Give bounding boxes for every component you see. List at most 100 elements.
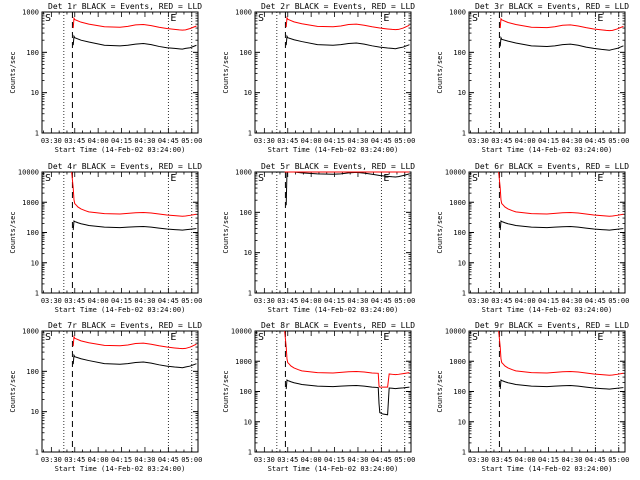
y-tick-label: 1000: [235, 9, 252, 17]
x-tick-label: 05:00: [608, 297, 629, 305]
series-lld-line: [72, 334, 197, 350]
x-tick-label: 03:30: [254, 297, 275, 305]
y-axis-label: Counts/sec: [222, 211, 230, 253]
corner-label-end: E: [170, 13, 176, 24]
y-tick-label: 1: [248, 130, 252, 138]
corner-label-start: S: [45, 332, 51, 343]
x-tick-label: 04:45: [585, 137, 606, 145]
x-tick-label: 04:00: [301, 456, 322, 464]
x-tick-label: 05:00: [181, 137, 202, 145]
x-axis-label: Start Time (14-Feb-02 03:24:00): [268, 306, 399, 314]
x-tick-label: 03:45: [491, 456, 512, 464]
x-axis-label: Start Time (14-Feb-02 03:24:00): [482, 146, 613, 154]
plot-frame: [254, 11, 412, 134]
y-tick-label: 10: [31, 89, 39, 97]
x-tick-label: 04:45: [371, 137, 392, 145]
x-tick-label: 03:30: [468, 456, 489, 464]
panel-title: Det 5r BLACK = Events, RED = LLD: [261, 162, 415, 171]
corner-label-start: S: [472, 332, 478, 343]
corner-label-start: S: [472, 13, 478, 24]
panel-title: Det 8r BLACK = Events, RED = LLD: [261, 321, 415, 330]
y-tick-label: 100: [239, 209, 252, 217]
y-tick-label: 1: [462, 130, 466, 138]
x-tick-label: 03:45: [491, 137, 512, 145]
x-tick-label: 04:30: [561, 297, 582, 305]
x-tick-label: 04:00: [88, 137, 109, 145]
y-tick-label: 1000: [235, 358, 252, 366]
x-tick-label: 05:00: [181, 297, 202, 305]
plot-frame: [41, 171, 199, 294]
plot-frame: [41, 11, 199, 134]
series-events-line: [285, 34, 410, 50]
series-events-line: [499, 35, 624, 51]
x-axis-label: Start Time (14-Feb-02 03:24:00): [55, 465, 186, 473]
y-tick-label: 1: [462, 449, 466, 457]
y-tick-label: 100: [453, 388, 466, 396]
y-tick-label: 1: [35, 290, 39, 298]
panel-det-1: Det 1r BLACK = Events, RED = LLD 1 10 100 10…: [9, 2, 202, 154]
x-tick-label: 05:00: [608, 137, 629, 145]
y-tick-label: 10: [458, 89, 466, 97]
y-tick-label: 10000: [18, 169, 39, 177]
corner-label-start: S: [258, 332, 264, 343]
y-tick-label: 100: [26, 49, 39, 57]
x-tick-label: 04:00: [88, 297, 109, 305]
series-lld-line: [498, 171, 624, 217]
x-tick-label: 04:45: [371, 297, 392, 305]
corner-label-start: S: [258, 173, 264, 184]
x-tick-label: 04:30: [561, 456, 582, 464]
corner-label-start: S: [45, 13, 51, 24]
panel-title: Det 7r BLACK = Events, RED = LLD: [48, 321, 202, 330]
x-tick-label: 04:30: [134, 297, 155, 305]
y-axis-label: Counts/sec: [436, 51, 444, 93]
x-axis-label: Start Time (14-Feb-02 03:24:00): [268, 146, 399, 154]
series-lld-line: [71, 171, 197, 217]
plot-frame: [468, 11, 626, 134]
y-tick-label: 1000: [449, 9, 466, 17]
plot-frame: [41, 330, 199, 453]
x-tick-label: 04:30: [347, 456, 368, 464]
corner-label-end: E: [170, 332, 176, 343]
y-axis-label: Counts/sec: [222, 51, 230, 93]
corner-label-start: S: [45, 173, 51, 184]
plot-frame: [254, 330, 412, 453]
y-tick-label: 100: [453, 49, 466, 57]
x-tick-label: 04:30: [134, 456, 155, 464]
y-tick-label: 1: [248, 449, 252, 457]
x-tick-label: 04:45: [371, 456, 392, 464]
plot-frame: [468, 330, 626, 453]
corner-label-end: E: [383, 332, 389, 343]
y-tick-label: 1000: [22, 328, 39, 336]
x-axis-label: Start Time (14-Feb-02 03:24:00): [482, 465, 613, 473]
y-tick-label: 1: [35, 449, 39, 457]
x-tick-label: 03:45: [64, 137, 85, 145]
x-tick-label: 04:15: [324, 297, 345, 305]
series-events-line: [72, 353, 197, 369]
panel-title: Det 9r BLACK = Events, RED = LLD: [475, 321, 629, 330]
x-tick-label: 05:00: [394, 297, 415, 305]
series-lld-line: [498, 330, 624, 376]
y-tick-label: 1000: [235, 169, 252, 177]
x-tick-label: 04:45: [158, 137, 179, 145]
y-tick-label: 1000: [22, 199, 39, 207]
y-tick-label: 10: [458, 418, 466, 426]
y-tick-label: 100: [26, 229, 39, 237]
y-tick-label: 1000: [449, 199, 466, 207]
y-tick-label: 10000: [231, 328, 252, 336]
series-events-line: [72, 34, 197, 50]
corner-label-start: S: [258, 13, 264, 24]
panel-det-5: Det 5r BLACK = Events, RED = LLD 1 10 100 10…: [222, 162, 415, 314]
x-tick-label: 04:00: [515, 297, 536, 305]
x-tick-label: 04:30: [347, 137, 368, 145]
x-tick-label: 04:45: [158, 297, 179, 305]
series-lld-line: [285, 15, 410, 31]
y-tick-label: 10: [244, 89, 252, 97]
x-tick-label: 03:45: [277, 137, 298, 145]
y-tick-label: 10000: [445, 169, 466, 177]
x-tick-label: 03:30: [41, 137, 62, 145]
panel-det-2: Det 2r BLACK = Events, RED = LLD 1 10 100 10…: [222, 2, 415, 154]
panel-det-4: Det 4r BLACK = Events, RED = LLD 1 10 100 10…: [9, 162, 202, 314]
x-tick-label: 03:30: [41, 456, 62, 464]
y-tick-label: 10: [244, 418, 252, 426]
x-tick-label: 05:00: [181, 456, 202, 464]
